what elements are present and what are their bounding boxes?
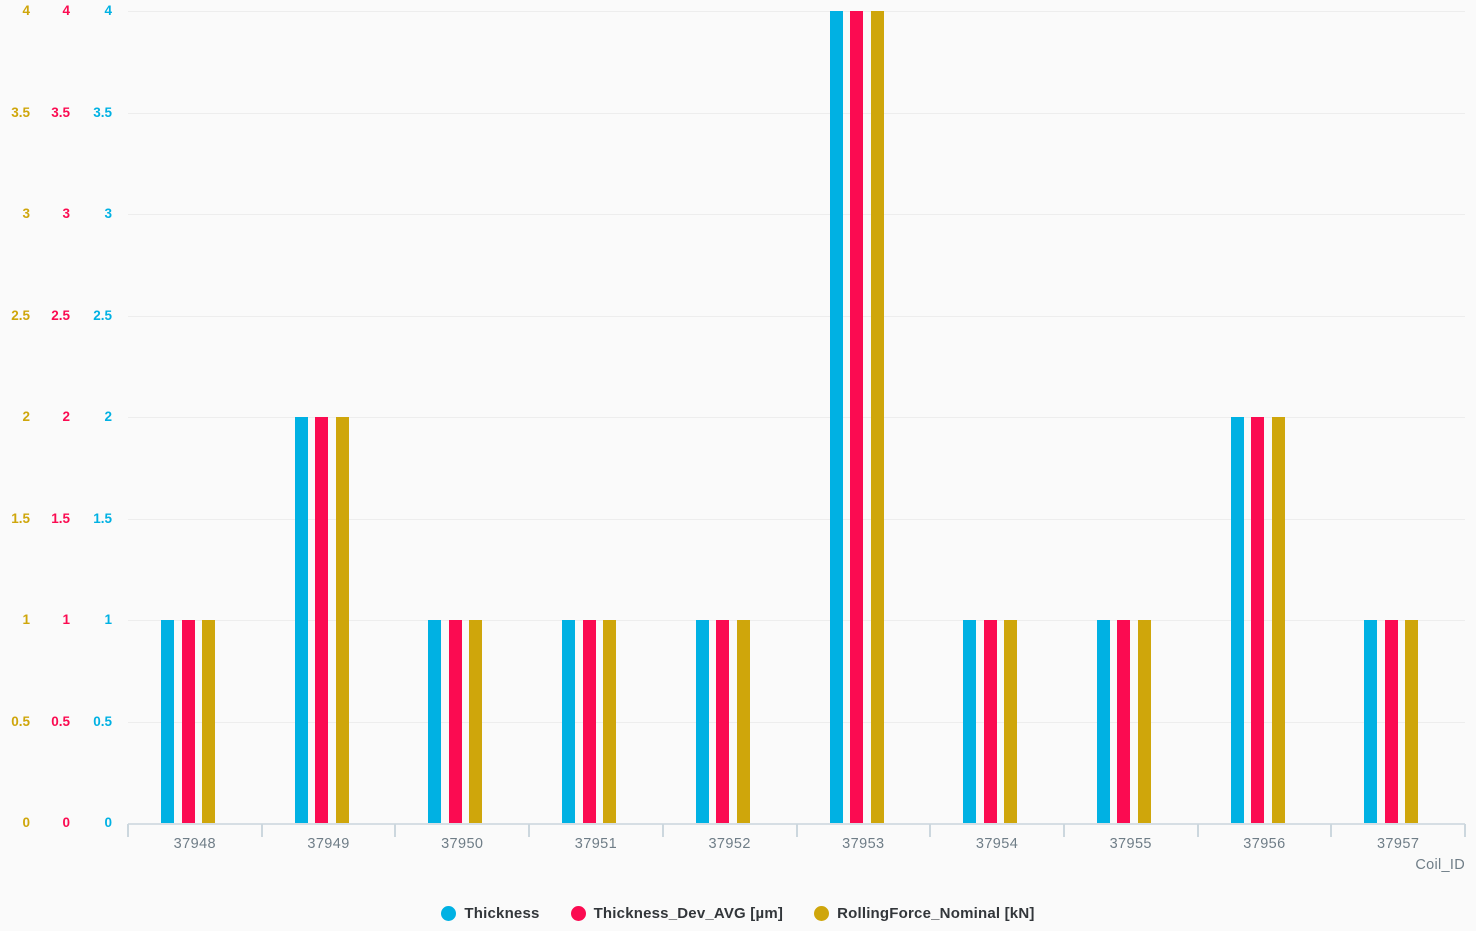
y-tick-label: 1.5 bbox=[11, 510, 30, 526]
bar-thickness_dev_avg-m-[interactable] bbox=[1384, 620, 1398, 823]
x-axis-title: Coil_ID bbox=[1415, 857, 1465, 873]
bar-thickness_dev_avg-m-[interactable] bbox=[716, 620, 730, 823]
gridline bbox=[128, 315, 1465, 317]
legend-label: Thickness_Dev_AVG [µm] bbox=[593, 904, 784, 922]
gridline bbox=[128, 620, 1465, 621]
bar-rollingforce_nominal-kn-[interactable] bbox=[1004, 620, 1018, 823]
y-tick-label: 2.5 bbox=[51, 307, 70, 323]
y-tick-label: 0 bbox=[104, 815, 112, 830]
bar-thickness_dev_avg-m-[interactable] bbox=[448, 620, 462, 823]
legend-label: RollingForce_Nominal [kN] bbox=[837, 904, 1035, 922]
bar-thickness[interactable] bbox=[1230, 417, 1244, 823]
gridline bbox=[128, 721, 1465, 723]
bar-rollingforce_nominal-kn-[interactable] bbox=[335, 417, 349, 823]
bar-thickness_dev_avg-m-[interactable] bbox=[582, 620, 596, 823]
x-axis-tick bbox=[528, 824, 531, 837]
bar-thickness[interactable] bbox=[562, 620, 576, 823]
y-tick-label: 0.5 bbox=[51, 713, 70, 729]
x-tick-label: 37953 bbox=[842, 836, 885, 852]
legend-label: Thickness bbox=[464, 904, 540, 922]
y-tick-label: 2 bbox=[104, 409, 112, 424]
y-tick-label: 4 bbox=[62, 3, 70, 18]
x-axis-tick bbox=[1196, 824, 1199, 837]
bar-thickness_dev_avg-m-[interactable] bbox=[850, 11, 863, 823]
chart-legend: Thickness Thickness_Dev_AVG [µm] RollingFo… bbox=[0, 898, 1476, 928]
bar-thickness_dev_avg-m-[interactable] bbox=[315, 417, 329, 823]
bar-thickness_dev_avg-m-[interactable] bbox=[983, 620, 997, 823]
legend-dot-icon bbox=[570, 905, 586, 921]
bar-rollingforce_nominal-kn-[interactable] bbox=[1271, 417, 1285, 823]
bar-rollingforce_nominal-kn-[interactable] bbox=[1405, 620, 1419, 823]
y-tick-label: 3.5 bbox=[51, 104, 70, 120]
bar-rollingforce_nominal-kn-[interactable] bbox=[603, 620, 617, 823]
y-tick-label: 1.5 bbox=[51, 510, 70, 526]
x-tick-label: 37950 bbox=[441, 836, 484, 852]
bar-thickness[interactable] bbox=[161, 620, 174, 823]
y-tick-label: 1 bbox=[62, 612, 70, 627]
x-tick-label: 37955 bbox=[1109, 836, 1152, 852]
bar-thickness[interactable] bbox=[1364, 620, 1378, 823]
y-tick-label: 0.5 bbox=[11, 713, 30, 729]
bar-rollingforce_nominal-kn-[interactable] bbox=[202, 620, 215, 823]
y-tick-label: 2.5 bbox=[93, 307, 112, 323]
bar-rollingforce_nominal-kn-[interactable] bbox=[870, 11, 884, 823]
bar-thickness[interactable] bbox=[294, 417, 308, 823]
legend-dot-icon bbox=[441, 905, 457, 921]
x-axis-tick bbox=[1062, 824, 1065, 837]
gridline bbox=[128, 417, 1465, 418]
bar-thickness_dev_avg-m-[interactable] bbox=[181, 620, 195, 823]
legend-item[interactable]: Thickness bbox=[441, 905, 539, 922]
bar-thickness[interactable] bbox=[695, 620, 709, 823]
y-tick-label: 2.5 bbox=[11, 307, 30, 323]
x-tick-label: 37952 bbox=[708, 836, 751, 852]
x-tick-label: 37949 bbox=[307, 836, 350, 852]
legend-item[interactable]: Thickness_Dev_AVG [µm] bbox=[570, 904, 784, 922]
y-tick-label: 0 bbox=[62, 815, 70, 830]
bar-rollingforce_nominal-kn-[interactable] bbox=[469, 620, 483, 823]
y-tick-label: 3 bbox=[62, 206, 70, 221]
x-axis-tick bbox=[394, 824, 397, 837]
x-tick-label: 37951 bbox=[574, 836, 618, 852]
y-tick-label: 4 bbox=[104, 3, 112, 18]
legend-item[interactable]: RollingForce_Nominal [kN] bbox=[814, 905, 1035, 922]
y-tick-label: 3 bbox=[22, 206, 30, 221]
bar-thickness_dev_avg-m-[interactable] bbox=[1251, 417, 1265, 823]
x-tick-label: 37956 bbox=[1243, 836, 1286, 852]
gridline bbox=[128, 214, 1465, 215]
x-axis-tick bbox=[1330, 824, 1333, 837]
x-axis-tick bbox=[127, 824, 129, 837]
y-tick-label: 3.5 bbox=[11, 104, 30, 120]
x-axis-tick bbox=[260, 824, 263, 837]
x-axis-tick bbox=[795, 824, 798, 837]
gridline bbox=[128, 11, 1465, 12]
y-tick-label: 1.5 bbox=[93, 510, 112, 526]
gridline bbox=[128, 518, 1465, 520]
gridline bbox=[128, 112, 1465, 114]
y-tick-label: 3 bbox=[104, 206, 112, 221]
y-tick-label: 3.5 bbox=[93, 104, 112, 120]
bar-thickness[interactable] bbox=[963, 620, 977, 823]
legend-dot-icon bbox=[814, 905, 830, 921]
y-tick-label: 4 bbox=[22, 3, 30, 18]
y-tick-label: 2 bbox=[22, 409, 30, 424]
y-tick-label: 1 bbox=[104, 612, 112, 627]
x-axis-tick bbox=[1464, 824, 1466, 837]
bar-thickness[interactable] bbox=[829, 11, 843, 823]
y-tick-label: 2 bbox=[62, 409, 70, 424]
bar-rollingforce_nominal-kn-[interactable] bbox=[1137, 620, 1151, 823]
bar-thickness[interactable] bbox=[428, 620, 442, 823]
y-tick-label: 0.5 bbox=[93, 713, 112, 729]
bar-thickness[interactable] bbox=[1096, 620, 1110, 823]
x-tick-label: 37957 bbox=[1376, 836, 1420, 852]
bar-rollingforce_nominal-kn-[interactable] bbox=[736, 620, 750, 823]
bar-thickness_dev_avg-m-[interactable] bbox=[1117, 620, 1131, 823]
x-tick-label: 37954 bbox=[975, 836, 1019, 852]
y-tick-label: 0 bbox=[22, 815, 30, 830]
x-axis-tick bbox=[929, 824, 932, 837]
x-tick-label: 37948 bbox=[173, 836, 216, 852]
x-axis-tick bbox=[661, 824, 664, 837]
y-tick-label: 1 bbox=[22, 612, 30, 627]
